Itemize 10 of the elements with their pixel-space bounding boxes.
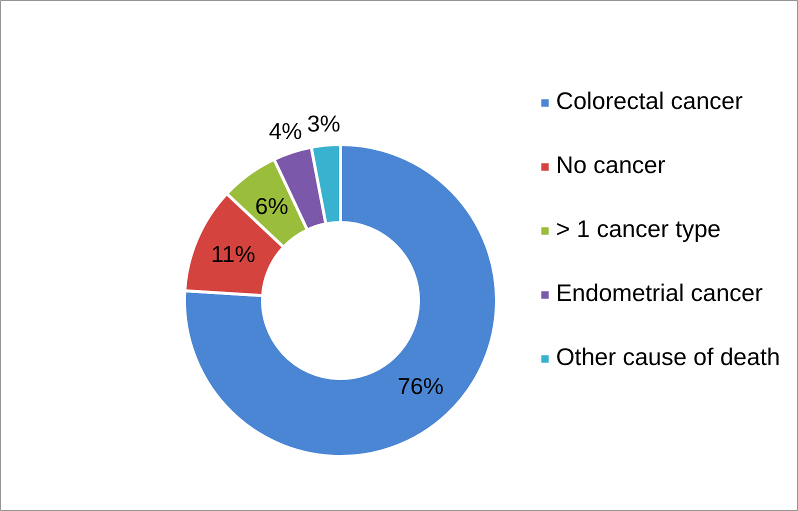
legend-label: Colorectal cancer [556, 88, 743, 116]
legend-label: Endometrial cancer [556, 280, 763, 308]
data-label: 4% [268, 118, 302, 144]
legend-label: Other cause of death [556, 344, 780, 372]
legend-label: > 1 cancer type [556, 216, 721, 244]
data-label: 11% [210, 241, 256, 268]
data-label: 6% [255, 192, 288, 219]
legend-label: No cancer [556, 152, 666, 180]
data-label: 3% [307, 110, 340, 136]
data-label: 76% [398, 372, 444, 399]
